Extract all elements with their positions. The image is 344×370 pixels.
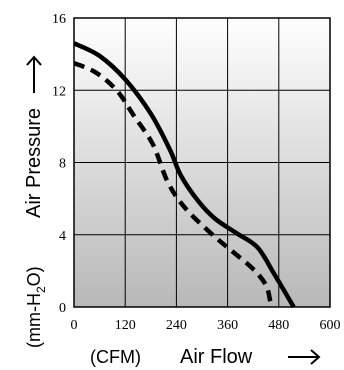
y-axis-title: (mm-H2O) Air Pressure (23, 55, 48, 348)
x-axis-unit: (CFM) (90, 347, 141, 367)
y-tick-label: 12 (52, 84, 66, 99)
series-layer (73, 41, 296, 309)
x-tick-label: 240 (166, 318, 187, 333)
x-tick-labels: 0 120 240 360 480 600 (71, 318, 341, 333)
x-tick-label: 360 (217, 318, 238, 333)
y-axis-unit-suffix: O) (24, 266, 44, 286)
x-tick-label: 480 (268, 318, 289, 333)
y-tick-label: 16 (52, 12, 66, 27)
x-axis-arrow-icon (288, 349, 321, 365)
y-tick-label: 4 (59, 229, 66, 244)
svg-text:(mm-H2O): (mm-H2O) (24, 266, 48, 348)
y-tick-labels: 0 4 8 12 16 (52, 12, 66, 316)
y-axis-unit-prefix: (mm-H (24, 293, 44, 348)
plot-frame (73, 17, 331, 308)
x-axis-title: (CFM) Air Flow (90, 346, 321, 368)
y-axis-label: Air Pressure (23, 108, 45, 218)
x-tick-label: 120 (115, 318, 136, 333)
x-tick-label: 600 (320, 318, 341, 333)
y-tick-label: 8 (59, 157, 66, 172)
y-axis-unit-subscript: 2 (34, 286, 48, 293)
y-tick-label: 0 (59, 301, 66, 316)
x-axis-label: Air Flow (180, 346, 253, 368)
x-tick-label: 0 (71, 318, 78, 333)
solid-curve (73, 41, 296, 309)
y-axis-arrow-icon (26, 55, 42, 93)
dashed-curve (73, 61, 273, 303)
